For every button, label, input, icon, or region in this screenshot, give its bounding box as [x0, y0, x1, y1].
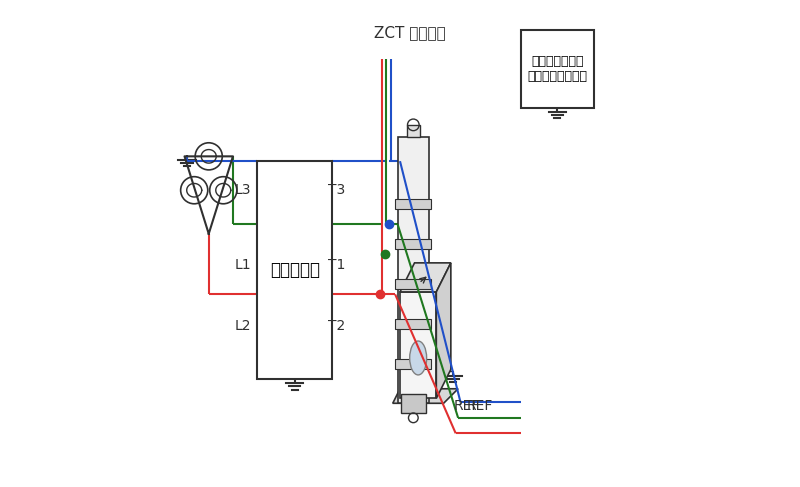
Polygon shape	[436, 263, 451, 398]
Text: REF: REF	[454, 399, 480, 412]
Bar	[395, 358, 431, 369]
Text: T3: T3	[329, 183, 346, 197]
Bar	[395, 199, 431, 209]
Text: L2: L2	[234, 319, 251, 333]
Polygon shape	[393, 389, 458, 403]
Bar	[395, 239, 431, 249]
Bar	[398, 137, 429, 403]
Text: T2: T2	[329, 319, 346, 333]
Bar	[401, 393, 426, 413]
Text: インバータ: インバータ	[270, 261, 320, 279]
Text: L1: L1	[234, 258, 251, 272]
Bar	[521, 31, 594, 108]
Bar	[407, 125, 420, 137]
Bar	[395, 279, 431, 289]
Polygon shape	[400, 263, 451, 292]
Bar	[400, 292, 436, 398]
Text: REF: REF	[467, 399, 493, 412]
Bar	[257, 161, 332, 379]
Ellipse shape	[410, 341, 426, 375]
Text: ZCT ユニット: ZCT ユニット	[374, 25, 446, 40]
Bar	[395, 318, 431, 329]
Text: 三相誤導電動機
（三相モーター）: 三相誤導電動機 （三相モーター）	[527, 55, 587, 83]
Text: T1: T1	[328, 258, 346, 272]
Text: L3: L3	[234, 183, 251, 197]
